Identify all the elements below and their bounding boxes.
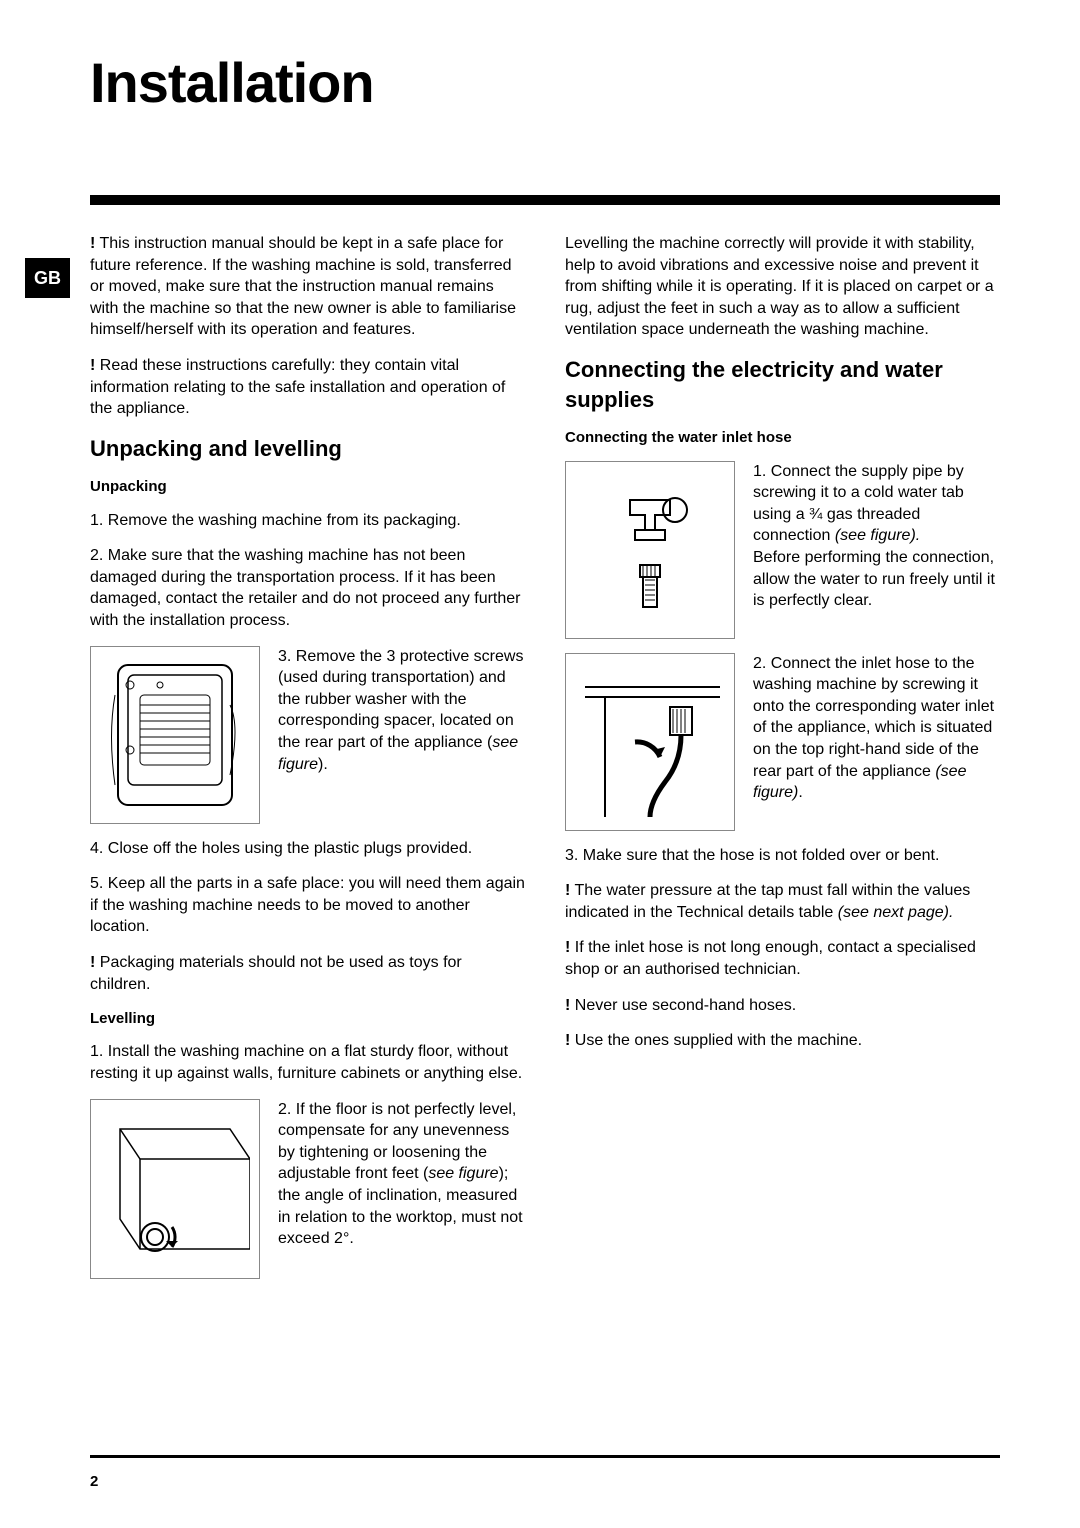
levelling-paragraph: Levelling the machine correctly will pro… [565, 233, 1000, 341]
subheading-levelling: Levelling [90, 1009, 525, 1029]
figure-row-inlet: 2. Connect the inlet hose to the washing… [565, 653, 1000, 831]
figure-row-screws: 3. Remove the 3 protective screws (used … [90, 646, 525, 824]
figure-rear-screws [90, 646, 260, 824]
figure-tap-connection [565, 461, 735, 639]
levelling-step-1: 1. Install the washing machine on a flat… [90, 1041, 525, 1084]
intro-text-1: This instruction manual should be kept i… [90, 235, 516, 338]
warning-used-hoses: ! Never use second-hand hoses. [565, 995, 1000, 1017]
page-number: 2 [90, 1473, 98, 1490]
subheading-unpacking: Unpacking [90, 477, 525, 497]
figure-adjustable-feet [90, 1099, 260, 1279]
left-column: ! This instruction manual should be kept… [90, 233, 525, 1293]
figure-row-feet: 2. If the floor is not perfectly level, … [90, 1099, 525, 1279]
language-tab: GB [25, 258, 70, 298]
warning-short-hose: ! If the inlet hose is not long enough, … [565, 937, 1000, 980]
heading-unpacking-levelling: Unpacking and levelling [90, 434, 525, 464]
intro-paragraph-1: ! This instruction manual should be kept… [90, 233, 525, 341]
figure-machine-inlet [565, 653, 735, 831]
footer-rule [90, 1455, 1000, 1458]
unpacking-step-5: 5. Keep all the parts in a safe place: y… [90, 873, 525, 938]
inlet-step-3: 3. Make sure that the hose is not folded… [565, 845, 1000, 867]
intro-text-2: Read these instructions carefully: they … [90, 357, 505, 417]
rear-screws-icon [100, 655, 250, 815]
warning-supplied-hoses: ! Use the ones supplied with the machine… [565, 1030, 1000, 1052]
subheading-inlet-hose: Connecting the water inlet hose [565, 428, 1000, 448]
divider-bar [90, 195, 1000, 205]
tap-connection-icon [575, 470, 725, 630]
inlet-step-2: 2. Connect the inlet hose to the washing… [753, 653, 1000, 831]
warning-pressure: ! The water pressure at the tap must fal… [565, 880, 1000, 923]
unpacking-step-4: 4. Close off the holes using the plastic… [90, 838, 525, 860]
levelling-step-2: 2. If the floor is not perfectly level, … [278, 1099, 525, 1279]
heading-connecting: Connecting the electricity and water sup… [565, 355, 1000, 414]
page-title: Installation [90, 50, 1000, 115]
figure-row-tap: 1. Connect the supply pipe by screwing i… [565, 461, 1000, 639]
unpacking-step-2: 2. Make sure that the washing machine ha… [90, 545, 525, 631]
intro-paragraph-2: ! Read these instructions carefully: the… [90, 355, 525, 420]
machine-inlet-icon [575, 662, 725, 822]
warning-children: ! Packaging materials should not be used… [90, 952, 525, 995]
right-column: Levelling the machine correctly will pro… [565, 233, 1000, 1293]
unpacking-step-3: 3. Remove the 3 protective screws (used … [278, 646, 525, 824]
unpacking-step-1: 1. Remove the washing machine from its p… [90, 510, 525, 532]
content-columns: ! This instruction manual should be kept… [90, 233, 1000, 1293]
page: Installation GB ! This instruction manua… [0, 0, 1080, 1528]
inlet-step-1: 1. Connect the supply pipe by screwing i… [753, 461, 1000, 639]
adjustable-feet-icon [100, 1109, 250, 1269]
